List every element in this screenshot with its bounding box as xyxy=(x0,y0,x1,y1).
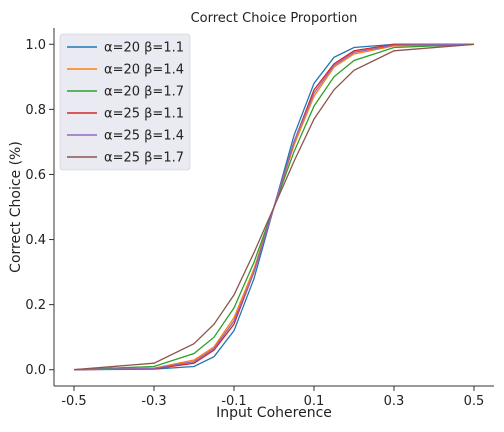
legend-label: α=25 β=1.1 xyxy=(104,107,184,122)
x-axis-title: Input Coherence xyxy=(216,405,332,421)
y-tick-label: 0.2 xyxy=(25,298,46,313)
y-tick-label: 0.4 xyxy=(25,233,46,248)
legend-label: α=20 β=1.4 xyxy=(104,63,184,78)
legend: α=20 β=1.1 α=20 β=1.4 α=20 β=1.7 α=25 β=1.1… xyxy=(59,33,191,171)
legend-label: α=25 β=1.7 xyxy=(104,151,184,166)
legend-label: α=20 β=1.7 xyxy=(104,85,184,100)
y-tick-label: 0.8 xyxy=(25,103,46,118)
y-tick-label: 1.0 xyxy=(25,38,46,53)
x-tick-label: 0.5 xyxy=(464,394,485,409)
x-tick-label: -0.5 xyxy=(61,394,86,409)
y-axis-ticks: 0.0 0.2 0.4 0.6 0.8 1.0 xyxy=(25,38,54,378)
x-tick-label: 0.3 xyxy=(384,394,405,409)
legend-label: α=20 β=1.1 xyxy=(104,41,184,56)
y-tick-label: 0.0 xyxy=(25,363,46,378)
x-tick-label: -0.3 xyxy=(141,394,166,409)
legend-box xyxy=(59,33,191,171)
chart-title: Correct Choice Proportion xyxy=(191,11,358,26)
y-tick-label: 0.6 xyxy=(25,168,46,183)
x-tick-label: -0.1 xyxy=(221,394,246,409)
plot-area xyxy=(73,43,475,371)
y-axis-title: Correct Choice (%) xyxy=(8,141,24,273)
x-axis-ticks: -0.5 -0.3 -0.1 0.1 0.3 0.5 xyxy=(61,386,484,409)
legend-label: α=25 β=1.4 xyxy=(104,129,184,144)
series-line-6 xyxy=(73,43,475,371)
x-tick-label: 0.1 xyxy=(304,394,325,409)
